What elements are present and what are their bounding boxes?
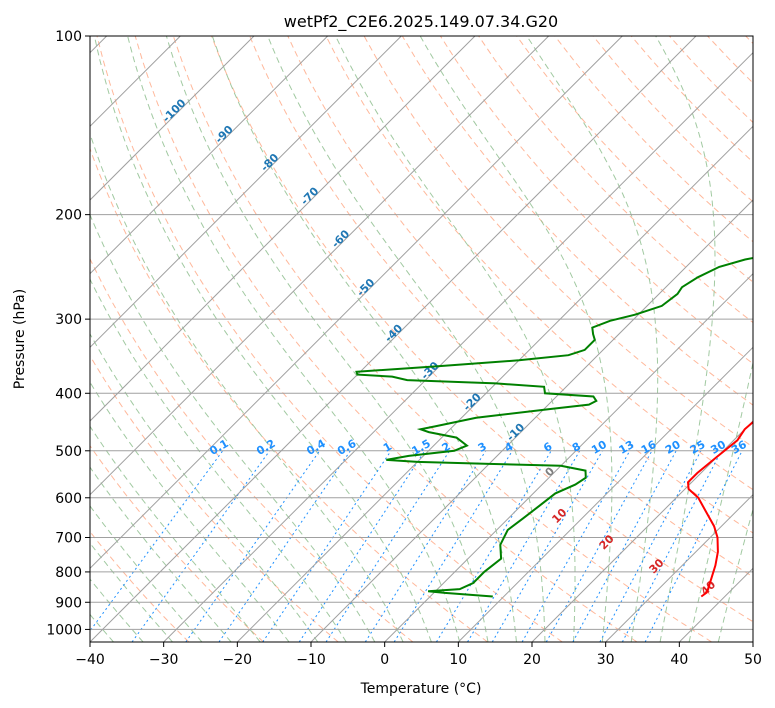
dry-adiabat-line xyxy=(172,36,712,642)
moist-adiabat-line xyxy=(688,360,753,642)
moist-adiabat-line xyxy=(90,332,319,642)
moist-adiabat-line xyxy=(419,36,613,642)
moist-adiabat-line xyxy=(526,36,659,642)
x-axis: −40 −30 −20 −10 0 10 20 30 40 50 xyxy=(75,642,762,668)
dry-adiabat-line xyxy=(287,36,753,534)
isotherm-line xyxy=(531,420,753,642)
mixing-ratio-line xyxy=(491,450,603,642)
x-tick-label: −20 xyxy=(223,652,253,668)
temperature-profile-line xyxy=(686,420,753,598)
mixing-ratio-line xyxy=(644,450,743,642)
y-tick-label: 300 xyxy=(55,312,82,328)
isotherm-line xyxy=(90,36,476,422)
moist-adiabat-line xyxy=(90,381,290,642)
mixing-ratio-line xyxy=(521,450,631,642)
mixing-ratio-line xyxy=(572,450,677,642)
moist-adiabat-line xyxy=(165,36,489,642)
moist-adiabat-line xyxy=(93,36,432,642)
y-tick-label: 100 xyxy=(55,29,82,45)
isotherm-line xyxy=(90,36,255,201)
dewpoint-profile-line xyxy=(355,256,753,598)
y-tick-label: 700 xyxy=(55,531,82,547)
mixing-ratio-line xyxy=(599,450,702,642)
dry-adiabat-line xyxy=(90,444,264,642)
moist-adiabat-line xyxy=(267,36,546,642)
y-tick-label: 600 xyxy=(55,491,82,507)
mixing-ratio-line xyxy=(131,450,271,642)
x-axis-title: Temperature (°C) xyxy=(360,681,482,697)
plot-frame xyxy=(89,35,754,643)
dry-adiabat-line xyxy=(90,257,414,642)
mixing-ratio-line xyxy=(621,450,722,642)
moist-adiabat-line xyxy=(127,36,461,642)
moist-adiabat-line xyxy=(90,425,261,642)
dry-adiabat-line xyxy=(249,36,753,578)
y-tick-label: 900 xyxy=(55,595,82,611)
isotherm-line xyxy=(90,36,402,349)
isotherm-line xyxy=(310,199,753,642)
y-axis: 1000 900 800 700 600 500 400 300 200 100 xyxy=(46,29,90,638)
x-tick-label: 50 xyxy=(744,652,762,668)
isotherm-line xyxy=(90,36,329,275)
x-tick-label: −30 xyxy=(149,652,179,668)
moist-adiabat-line xyxy=(335,36,576,642)
x-tick-label: −10 xyxy=(296,652,326,668)
dry-adiabat-line xyxy=(96,36,563,642)
isotherm-line xyxy=(384,272,753,642)
mixing-ratio-line xyxy=(298,450,426,642)
moist-adiabat-line xyxy=(90,542,173,642)
y-tick-label: 1000 xyxy=(46,622,82,638)
isotherm-line xyxy=(457,346,753,642)
moist-adiabat-line xyxy=(90,505,203,642)
dry-adiabat-line xyxy=(211,36,753,623)
y-tick-label: 800 xyxy=(55,565,82,581)
dry-adiabat-line xyxy=(325,36,753,491)
isotherm-line xyxy=(236,125,753,642)
profiles xyxy=(355,256,753,598)
mixing-ratio-line xyxy=(262,450,392,642)
mixing-ratio-line xyxy=(435,450,552,642)
x-tick-label: 40 xyxy=(670,652,688,668)
mixing-ratio-line xyxy=(218,450,351,642)
mixing-ratio-line xyxy=(185,450,320,642)
isotherm-line xyxy=(90,36,550,496)
isotherm-line xyxy=(605,493,753,642)
y-tick-label: 400 xyxy=(55,386,82,402)
isotherm-line xyxy=(90,36,697,642)
moist-adiabat-line xyxy=(717,507,753,642)
mixing-ratio-line xyxy=(467,450,581,642)
moist-adiabat-line xyxy=(655,36,716,642)
isotherms xyxy=(90,36,753,642)
chart-title: wetPf2_C2E6.2025.149.07.34.G20 xyxy=(284,12,558,32)
x-tick-label: 10 xyxy=(449,652,467,668)
y-tick-label: 500 xyxy=(55,444,82,460)
y-tick-label: 200 xyxy=(55,208,82,224)
y-axis-title: Pressure (hPa) xyxy=(12,289,28,389)
dry-adiabat-line xyxy=(516,36,753,283)
isotherm-line xyxy=(163,51,753,642)
x-tick-label: −40 xyxy=(75,652,105,668)
plot-area: 0.1 0.2 0.4 0.6 1 1.5 2 3 4 6 8 10 13 16 20 25 30 36-100-… xyxy=(90,36,753,642)
x-tick-label: 30 xyxy=(597,652,615,668)
moist-adiabat-line xyxy=(90,466,232,642)
x-tick-label: 20 xyxy=(523,652,541,668)
x-tick-label: 0 xyxy=(380,652,389,668)
isotherm-line xyxy=(90,36,623,570)
pressure-gridlines xyxy=(90,36,753,630)
moist-adiabat-line xyxy=(90,278,347,642)
